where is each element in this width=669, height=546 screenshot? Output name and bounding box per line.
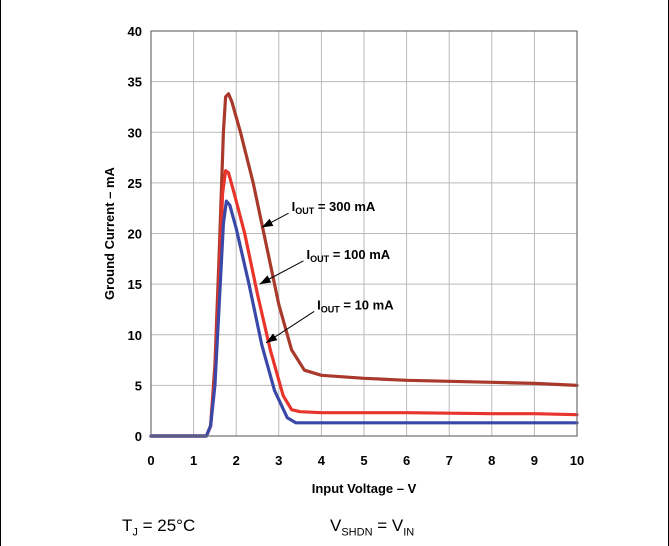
- y-axis-label: Ground Current – mA: [102, 166, 117, 300]
- x-axis-label: Input Voltage – V: [312, 481, 417, 496]
- annotation-label-0: IOUT = 300 mA: [292, 199, 376, 216]
- x-tick-label-9: 9: [531, 453, 538, 468]
- y-tick-label-7: 35: [128, 75, 142, 90]
- x-tick-label-2: 2: [233, 453, 240, 468]
- y-tick-label-3: 15: [128, 277, 142, 292]
- y-tick-label-1: 5: [135, 378, 142, 393]
- y-tick-label-8: 40: [128, 24, 142, 39]
- axes: [150, 30, 578, 437]
- x-tick-label-6: 6: [403, 453, 410, 468]
- x-tick-label-4: 4: [318, 453, 326, 468]
- y-tick-label-0: 0: [135, 429, 142, 444]
- series-group: [149, 92, 579, 438]
- left-border: [0, 0, 1, 546]
- junction-temperature-note: TJ = 25°C: [122, 516, 196, 539]
- x-tick-label-5: 5: [360, 453, 367, 468]
- x-tick-label-0: 0: [147, 453, 154, 468]
- ground-current-chart: 0 1 2 3 4 5 6 7 8 9 10 0 5 10 15 20 25 30 35 40 IOUT = 300 …: [102, 24, 585, 496]
- tick-labels: 0 1 2 3 4 5 6 7 8 9 10 0 5 10 15 20 25 30 35 40: [128, 24, 585, 468]
- x-tick-label-8: 8: [488, 453, 495, 468]
- y-tick-label-6: 30: [128, 125, 142, 140]
- annotations: IOUT = 300 mA IOUT = 100 mA IOUT = 10 mA: [259, 199, 394, 344]
- annotation-arrowhead-2: [266, 333, 278, 343]
- x-tick-label-1: 1: [190, 453, 197, 468]
- plot-border: [150, 30, 578, 437]
- annotation-label-1: IOUT = 100 mA: [306, 247, 390, 264]
- x-tick-label-3: 3: [275, 453, 282, 468]
- test-conditions: TJ = 25°C VSHDN = VIN: [0, 512, 669, 542]
- shutdown-voltage-note: VSHDN = VIN: [330, 516, 415, 539]
- x-tick-label-7: 7: [446, 453, 453, 468]
- y-tick-label-4: 20: [128, 227, 142, 242]
- annotation-arrowhead-0: [261, 218, 274, 228]
- series-line-2: [149, 199, 579, 438]
- annotation-label-2: IOUT = 10 mA: [317, 297, 394, 314]
- y-tick-label-5: 25: [128, 176, 142, 191]
- y-tick-label-2: 10: [128, 328, 142, 343]
- x-tick-label-10: 10: [570, 453, 584, 468]
- annotation-arrowhead-1: [259, 275, 272, 285]
